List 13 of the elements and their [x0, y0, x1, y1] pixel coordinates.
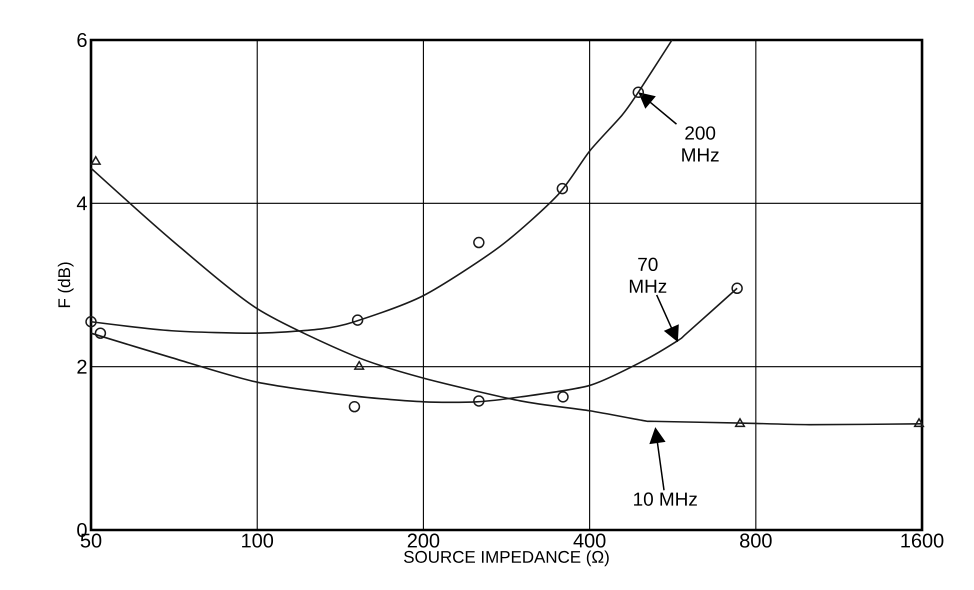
x-tick-label: 100	[242, 534, 274, 548]
y-tick-label: 6	[77, 32, 87, 48]
x-axis-title: SOURCE IMPEDANCE (Ω)	[404, 550, 609, 566]
x-tick-label: 1600	[901, 534, 944, 548]
y-tick-label: 2	[77, 360, 86, 374]
annotation: 70 MHz	[630, 258, 666, 293]
y-axis-title: F (dB)	[58, 262, 74, 308]
x-tick-label: 800	[740, 534, 772, 548]
annotation: 10 MHz	[634, 492, 697, 506]
x-tick-label: 400	[573, 534, 606, 548]
y-tick-label: 4	[76, 196, 87, 210]
x-tick-label: 200	[408, 534, 440, 548]
annotation: 200 MHz	[682, 126, 719, 162]
